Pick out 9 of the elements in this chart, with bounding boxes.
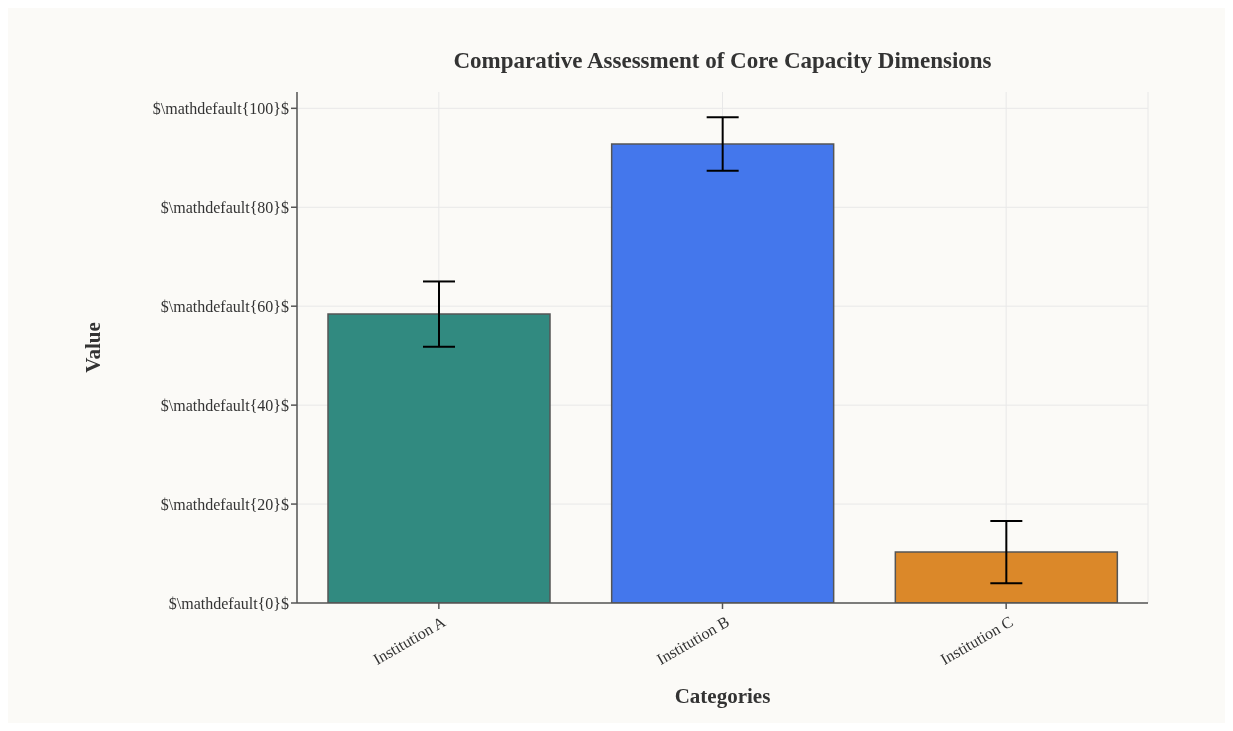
y-axis-title: Value [81, 322, 106, 373]
chart-title: Comparative Assessment of Core Capacity Dimensions [452, 48, 993, 74]
y-tick-label: $\mathdefault{100}$ [152, 100, 289, 117]
y-tick-label: $\mathdefault{40}$ [160, 396, 289, 414]
y-tick-label: $\mathdefault{0}$ [168, 594, 289, 612]
y-tick-label: $\mathdefault{20}$ [160, 495, 289, 513]
x-axis-title: Categories [674, 684, 771, 708]
y-tick-label: $\mathdefault{60}$ [160, 297, 289, 315]
y-tick-label: $\mathdefault{80}$ [160, 198, 289, 216]
